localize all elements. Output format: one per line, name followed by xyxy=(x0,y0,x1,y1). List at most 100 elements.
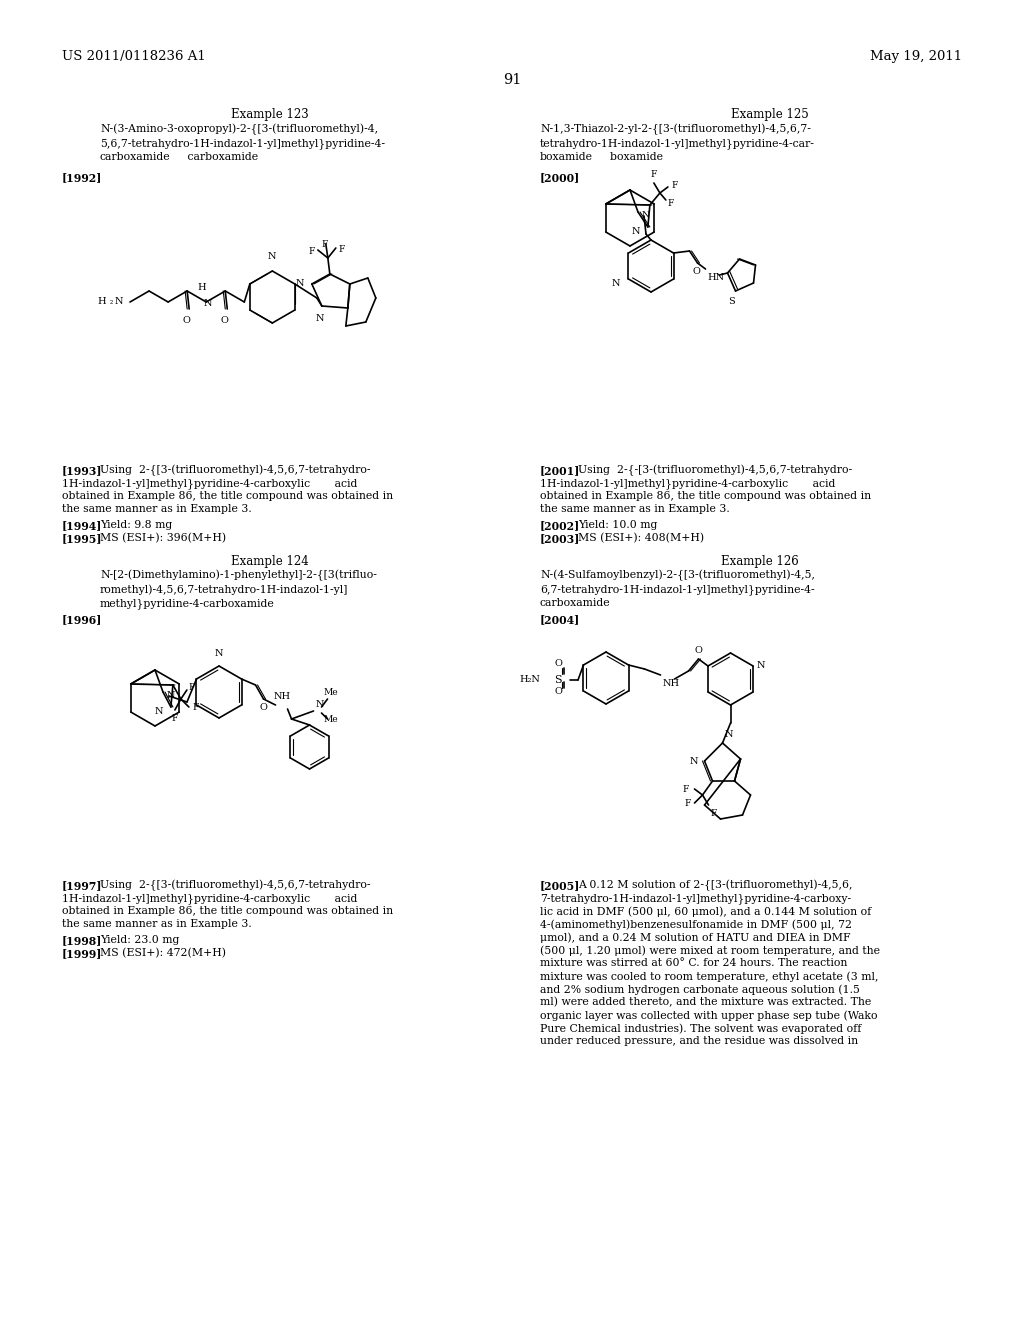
Text: O: O xyxy=(220,315,228,325)
Text: N: N xyxy=(268,252,276,261)
Text: [1997]: [1997] xyxy=(62,880,102,891)
Text: Example 123: Example 123 xyxy=(231,108,309,121)
Text: Me: Me xyxy=(324,688,338,697)
Text: N-[2-(Dimethylamino)-1-phenylethyl]-2-{[3(trifluo-: N-[2-(Dimethylamino)-1-phenylethyl]-2-{[… xyxy=(100,570,377,581)
Text: 1H-indazol-1-yl]methyl}pyridine-4-carboxylic       acid: 1H-indazol-1-yl]methyl}pyridine-4-carbox… xyxy=(540,478,836,488)
Text: F: F xyxy=(668,198,674,207)
Text: mixture was stirred at 60° C. for 24 hours. The reaction: mixture was stirred at 60° C. for 24 hou… xyxy=(540,958,848,968)
Text: [2004]: [2004] xyxy=(540,614,581,624)
Text: F: F xyxy=(308,248,315,256)
Text: Pure Chemical industries). The solvent was evaporated off: Pure Chemical industries). The solvent w… xyxy=(540,1023,861,1034)
Text: O: O xyxy=(554,660,562,668)
Text: MS (ESI+): 396(M+H): MS (ESI+): 396(M+H) xyxy=(100,533,226,544)
Text: F: F xyxy=(322,240,328,249)
Text: [1995]: [1995] xyxy=(62,533,102,544)
Text: [2005]: [2005] xyxy=(540,880,581,891)
Text: lic acid in DMF (500 μl, 60 μmol), and a 0.144 M solution of: lic acid in DMF (500 μl, 60 μmol), and a… xyxy=(540,906,871,916)
Text: MS (ESI+): 472(M+H): MS (ESI+): 472(M+H) xyxy=(100,948,226,958)
Text: Yield: 9.8 mg: Yield: 9.8 mg xyxy=(100,520,172,531)
Text: tetrahydro-1H-indazol-1-yl]methyl}pyridine-4-car-: tetrahydro-1H-indazol-1-yl]methyl}pyridi… xyxy=(540,139,815,149)
Text: N: N xyxy=(642,211,650,220)
Text: N: N xyxy=(167,692,175,701)
Text: the same manner as in Example 3.: the same manner as in Example 3. xyxy=(62,919,252,929)
Text: Example 124: Example 124 xyxy=(231,554,309,568)
Text: S: S xyxy=(728,297,735,306)
Text: Example 126: Example 126 xyxy=(721,554,799,568)
Text: ₂: ₂ xyxy=(110,298,114,306)
Text: N: N xyxy=(690,756,698,766)
Text: N: N xyxy=(215,649,223,657)
Text: NH: NH xyxy=(273,692,291,701)
Text: Me: Me xyxy=(324,715,338,723)
Text: 7-tetrahydro-1H-indazol-1-yl]methyl}pyridine-4-carboxy-: 7-tetrahydro-1H-indazol-1-yl]methyl}pyri… xyxy=(540,894,851,904)
Text: [1992]: [1992] xyxy=(62,172,102,183)
Text: 5,6,7-tetrahydro-1H-indazol-1-yl]methyl}pyridine-4-: 5,6,7-tetrahydro-1H-indazol-1-yl]methyl}… xyxy=(100,139,385,149)
Text: N-(3-Amino-3-oxopropyl)-2-{[3-(trifluoromethyl)-4,: N-(3-Amino-3-oxopropyl)-2-{[3-(trifluoro… xyxy=(100,124,378,136)
Text: F: F xyxy=(682,784,688,793)
Text: O: O xyxy=(259,704,267,711)
Text: ml) were added thereto, and the mixture was extracted. The: ml) were added thereto, and the mixture … xyxy=(540,997,871,1007)
Text: N: N xyxy=(725,730,733,739)
Text: Using  2-{[3-(trifluoromethyl)-4,5,6,7-tetrahydro-: Using 2-{[3-(trifluoromethyl)-4,5,6,7-te… xyxy=(100,880,371,891)
Text: H: H xyxy=(198,282,207,292)
Text: 1H-indazol-1-yl]methyl}pyridine-4-carboxylic       acid: 1H-indazol-1-yl]methyl}pyridine-4-carbox… xyxy=(62,478,357,488)
Text: [1996]: [1996] xyxy=(62,614,102,624)
Text: (500 μl, 1.20 μmol) were mixed at room temperature, and the: (500 μl, 1.20 μmol) were mixed at room t… xyxy=(540,945,880,956)
Text: US 2011/0118236 A1: US 2011/0118236 A1 xyxy=(62,50,206,63)
Text: N: N xyxy=(204,300,212,309)
Text: F: F xyxy=(339,246,345,255)
Text: the same manner as in Example 3.: the same manner as in Example 3. xyxy=(62,504,252,513)
Text: H₂N: H₂N xyxy=(519,676,540,685)
Text: S: S xyxy=(554,675,562,685)
Text: mixture was cooled to room temperature, ethyl acetate (3 ml,: mixture was cooled to room temperature, … xyxy=(540,972,879,982)
Text: boxamide: boxamide xyxy=(540,152,593,162)
Text: organic layer was collected with upper phase sep tube (Wako: organic layer was collected with upper p… xyxy=(540,1010,878,1020)
Text: μmol), and a 0.24 M solution of HATU and DIEA in DMF: μmol), and a 0.24 M solution of HATU and… xyxy=(540,932,851,942)
Text: N: N xyxy=(632,227,640,235)
Text: [2003]: [2003] xyxy=(540,533,581,544)
Text: N: N xyxy=(115,297,124,306)
Text: H: H xyxy=(97,297,106,306)
Text: and 2% sodium hydrogen carbonate aqueous solution (1.5: and 2% sodium hydrogen carbonate aqueous… xyxy=(540,983,860,994)
Text: O: O xyxy=(554,688,562,697)
Text: Using  2-{[3-(trifluoromethyl)-4,5,6,7-tetrahydro-: Using 2-{[3-(trifluoromethyl)-4,5,6,7-te… xyxy=(100,465,371,477)
Text: O: O xyxy=(692,267,700,276)
Text: O: O xyxy=(182,315,190,325)
Text: F: F xyxy=(672,181,678,190)
Text: N: N xyxy=(155,706,163,715)
Text: MS (ESI+): 408(M+H): MS (ESI+): 408(M+H) xyxy=(578,533,705,544)
Text: F: F xyxy=(193,704,200,713)
Text: Using  2-{-[3-(trifluoromethyl)-4,5,6,7-tetrahydro-: Using 2-{-[3-(trifluoromethyl)-4,5,6,7-t… xyxy=(578,465,852,477)
Text: carboxamide: carboxamide xyxy=(540,598,610,609)
Text: 91: 91 xyxy=(503,73,521,87)
Text: N: N xyxy=(612,279,621,288)
Text: F: F xyxy=(684,799,690,808)
Text: O: O xyxy=(694,645,702,655)
Text: [1998]: [1998] xyxy=(62,935,102,946)
Text: carboxamide: carboxamide xyxy=(100,152,258,162)
Text: [2002]: [2002] xyxy=(540,520,581,531)
Text: the same manner as in Example 3.: the same manner as in Example 3. xyxy=(540,504,730,513)
Text: 4-(aminomethyl)benzenesulfonamide in DMF (500 μl, 72: 4-(aminomethyl)benzenesulfonamide in DMF… xyxy=(540,919,852,929)
Text: N: N xyxy=(757,661,766,671)
Text: obtained in Example 86, the title compound was obtained in: obtained in Example 86, the title compou… xyxy=(62,491,393,502)
Text: HN: HN xyxy=(708,273,725,282)
Text: obtained in Example 86, the title compound was obtained in: obtained in Example 86, the title compou… xyxy=(62,906,393,916)
Text: Example 125: Example 125 xyxy=(731,108,809,121)
Text: [1999]: [1999] xyxy=(62,948,102,960)
Text: [2000]: [2000] xyxy=(540,172,581,183)
Text: carboxamide: carboxamide xyxy=(100,152,171,162)
Text: N: N xyxy=(315,314,324,323)
Text: N-1,3-Thiazol-2-yl-2-{[3-(trifluoromethyl)-4,5,6,7-: N-1,3-Thiazol-2-yl-2-{[3-(trifluoromethy… xyxy=(540,124,811,136)
Text: N: N xyxy=(315,700,324,709)
Text: romethyl)-4,5,6,7-tetrahydro-1H-indazol-1-yl]: romethyl)-4,5,6,7-tetrahydro-1H-indazol-… xyxy=(100,583,348,594)
Text: Yield: 10.0 mg: Yield: 10.0 mg xyxy=(578,520,657,531)
Text: obtained in Example 86, the title compound was obtained in: obtained in Example 86, the title compou… xyxy=(540,491,871,502)
Text: boxamide: boxamide xyxy=(540,152,663,162)
Text: May 19, 2011: May 19, 2011 xyxy=(869,50,962,63)
Text: F: F xyxy=(711,809,717,818)
Text: F: F xyxy=(650,170,657,180)
Text: Yield: 23.0 mg: Yield: 23.0 mg xyxy=(100,935,179,945)
Text: 6,7-tetrahydro-1H-indazol-1-yl]methyl}pyridine-4-: 6,7-tetrahydro-1H-indazol-1-yl]methyl}py… xyxy=(540,583,815,595)
Text: 1H-indazol-1-yl]methyl}pyridine-4-carboxylic       acid: 1H-indazol-1-yl]methyl}pyridine-4-carbox… xyxy=(62,894,357,904)
